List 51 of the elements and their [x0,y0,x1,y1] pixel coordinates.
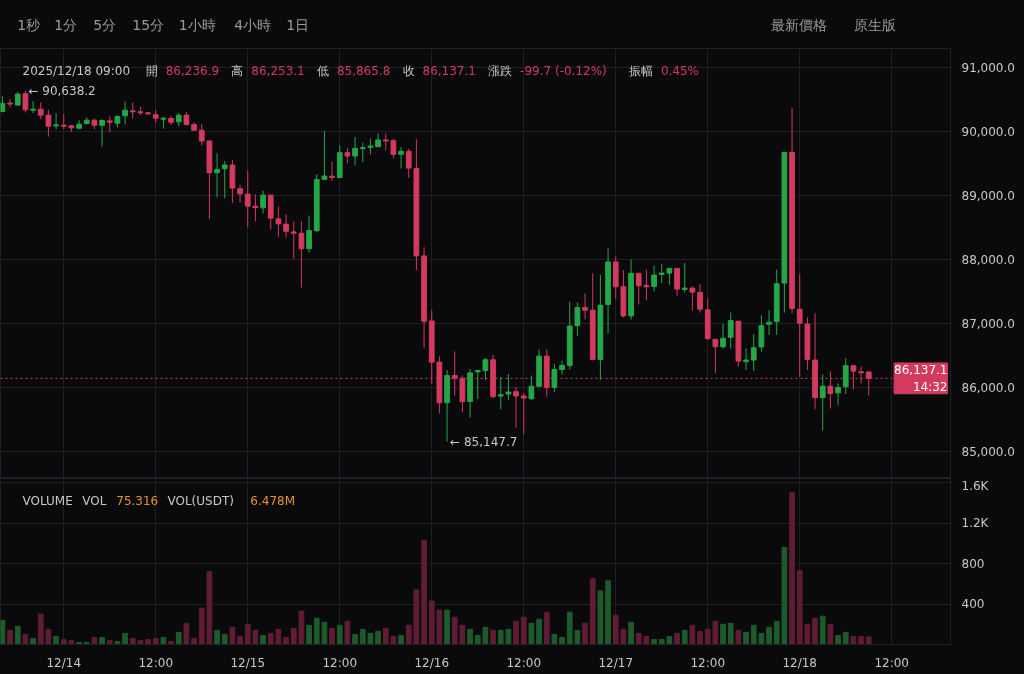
text: 1分 [54,16,78,33]
text: 5分 [93,16,117,33]
annotation: 0.45% [660,63,700,78]
annotation: 86,137.1 [422,64,476,78]
y-tick-label: 1.6K [961,478,990,493]
text: 原生版 [854,16,897,33]
text: 2025/12/18 09:00 [22,63,131,78]
text: 最新價格 [770,16,827,33]
x-tick-label: 12/17 [598,655,634,670]
annotation: 85,865.8 [336,64,391,78]
annotation: -99.7 (-0.12%) [520,63,607,78]
annotation: 6.478M [250,493,296,508]
x-tick-label: 12/14 [46,655,82,670]
annotation: 低 [316,63,329,78]
y-tick-label: 89,000.0 [961,188,1015,203]
x-tick-label: 12:00 [138,655,174,670]
annotation: VOL [82,493,107,508]
annotation: VOL(USDT) [167,493,234,508]
y-tick-label: 90,000.0 [961,125,1015,140]
annotation: 振幅 [628,63,653,78]
annotation: 86,236.9 [165,64,220,78]
annotation: 開 [145,63,158,78]
y-tick-label: 800 [961,556,985,571]
y-tick-label: 91,000.0 [961,61,1015,76]
y-tick-label: 1.2K [961,516,990,531]
y-tick-label: 400 [961,597,985,612]
annotation: ← 90,638.2 [28,83,96,98]
x-tick-label: 12:00 [322,655,358,670]
y-tick-label: 85,000.0 [961,444,1015,459]
annotation: 收 [402,63,415,78]
annotation: 75.316 [116,494,159,508]
text: 1小時 [178,16,216,33]
y-tick-label: 88,000.0 [961,252,1015,267]
x-tick-label: 12/15 [230,655,266,670]
text: 1秒 [17,16,41,33]
x-tick-label: 12:00 [874,655,910,670]
x-tick-label: 12/18 [782,655,818,670]
y-tick-label: 87,000.0 [961,316,1015,331]
y-tick-label: 86,000.0 [961,380,1015,395]
x-tick-label: 12:00 [690,655,726,670]
text: 15分 [132,16,165,33]
text: VOLUME [22,493,73,508]
text: 4小時 [234,16,272,33]
annotation: 漲跌 [488,63,513,78]
x-tick-label: 12/16 [414,655,450,670]
annotation: 86,253.1 [251,64,305,78]
text: 1日 [286,16,310,33]
annotation: ← 85,147.7 [450,434,518,449]
annotation: 高 [231,63,244,78]
x-tick-label: 12:00 [506,655,542,670]
ref-line-label: 86,137.1 14:32 [894,362,948,394]
